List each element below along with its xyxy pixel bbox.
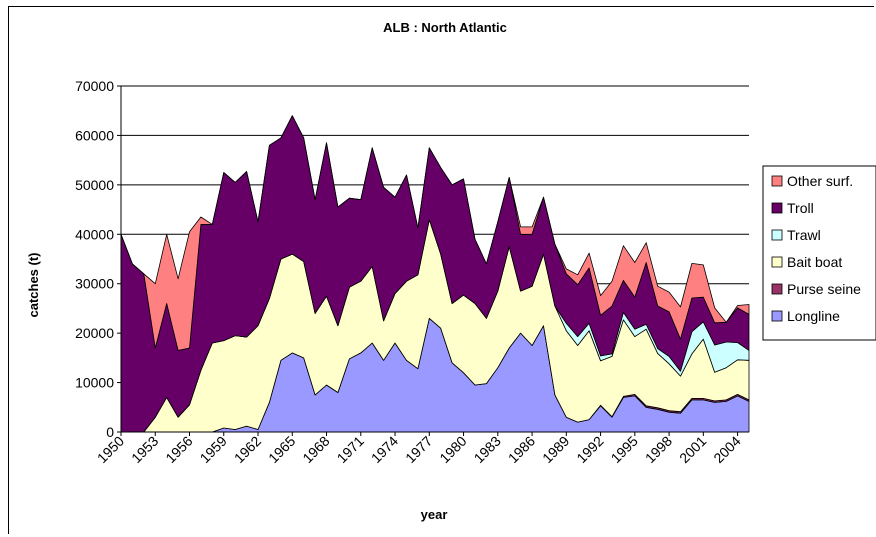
y-tick-label: 60000 [75, 127, 114, 143]
legend-label: Other surf. [787, 173, 853, 189]
y-tick-label: 50000 [75, 177, 114, 193]
legend-swatch [771, 310, 783, 322]
x-tick-label: 1977 [402, 433, 435, 466]
legend-label: Troll [787, 200, 814, 216]
legend-swatch [771, 229, 783, 241]
legend-label: Trawl [787, 227, 821, 243]
x-tick-label: 1959 [197, 433, 230, 466]
x-tick-label: 1995 [608, 433, 641, 466]
x-axis-title: year [421, 507, 448, 522]
legend-swatch [771, 175, 783, 187]
y-axis-title: catches (t) [26, 252, 41, 317]
x-tick-label: 1962 [231, 433, 264, 466]
legend-label: Purse seine [787, 281, 861, 297]
chart-frame [8, 6, 874, 534]
x-tick-label: 1992 [573, 433, 606, 466]
axes [120, 86, 749, 433]
area-series-other-surf- [120, 115, 750, 351]
x-tick-label: 1968 [299, 433, 332, 466]
x-tick-label: 1983 [471, 433, 504, 466]
x-tick-label: 1956 [162, 433, 195, 466]
x-tick-label: 2004 [710, 433, 743, 466]
x-tick-label: 1971 [334, 433, 367, 466]
x-tick-label: 1998 [642, 433, 675, 466]
y-tick-label: 0 [106, 424, 114, 440]
x-tick-label: 1986 [505, 433, 538, 466]
legend-swatch [771, 283, 783, 295]
x-tick-label: 1974 [368, 433, 401, 466]
y-tick-label: 10000 [75, 375, 114, 391]
x-tick-labels: 1950 1953 1956 1959 1962 1965 1968 1971 1974 1977… [94, 432, 744, 466]
x-tick-label: 2001 [676, 433, 709, 466]
stacked-areas [120, 115, 750, 433]
legend-label: Bait boat [787, 254, 842, 270]
y-tick-label: 40000 [75, 226, 114, 242]
chart-title: ALB : North Atlantic [383, 20, 507, 35]
x-tick-label: 1980 [436, 433, 469, 466]
y-tick-labels: 0 10000 20000 30000 40000 50000 60000 70000 [75, 78, 121, 440]
legend: Other surf. Troll Trawl Bait boat Purse sein… [762, 165, 876, 341]
y-tick-label: 20000 [75, 325, 114, 341]
legend-swatch [771, 202, 783, 214]
x-tick-label: 1950 [94, 433, 127, 466]
x-tick-label: 1989 [539, 433, 572, 466]
legend-label: Longline [787, 308, 840, 324]
x-tick-label: 1965 [265, 433, 298, 466]
x-tick-label: 1953 [128, 433, 161, 466]
y-tick-label: 70000 [75, 78, 114, 94]
y-tick-label: 30000 [75, 276, 114, 292]
legend-swatch [771, 256, 783, 268]
